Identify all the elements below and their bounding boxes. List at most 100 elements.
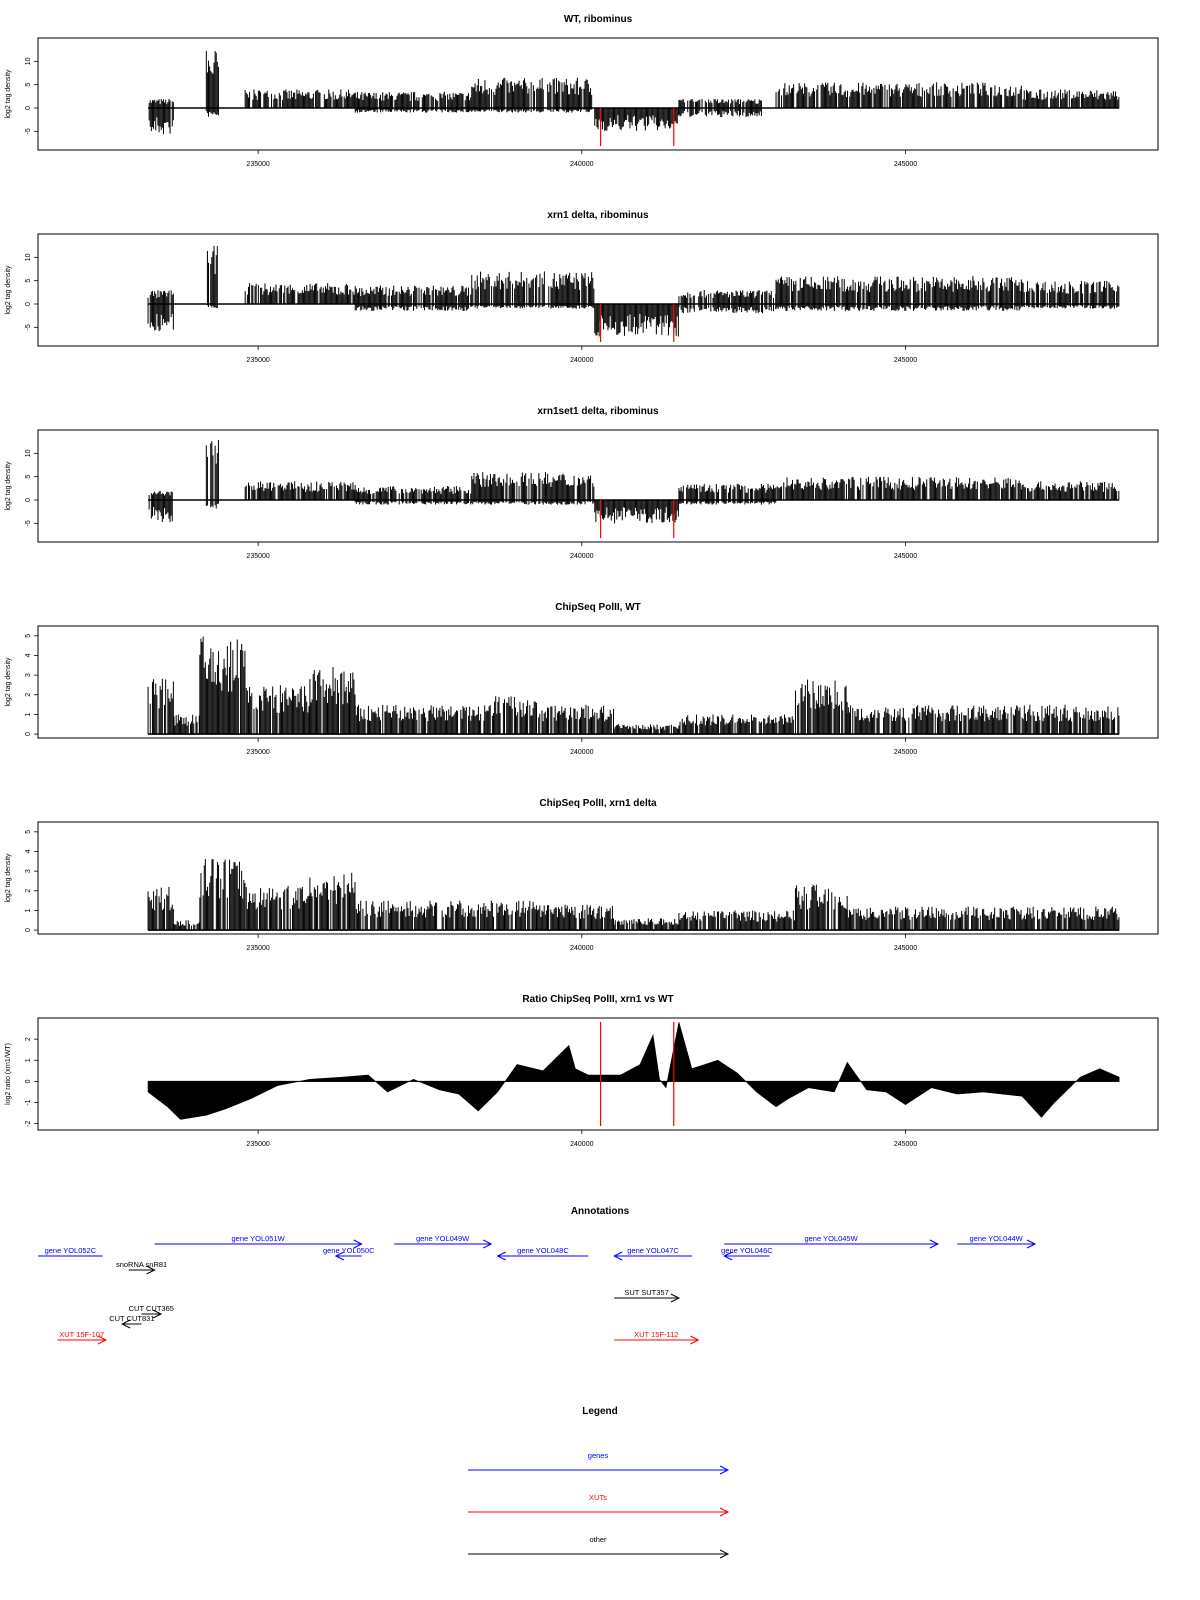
x-tick-label: 240000 <box>570 161 593 168</box>
y-tick-label: -5 <box>25 324 32 330</box>
y-tick-label: 5 <box>25 830 32 834</box>
feature-label: gene YOL044W <box>970 1234 1024 1243</box>
x-tick-label: 240000 <box>570 749 593 756</box>
annotation-feature: CUT CUT365 <box>129 1304 174 1319</box>
annotations-title: Annotations <box>571 1206 630 1217</box>
chart-title: xrn1set1 delta, ribominus <box>537 406 659 417</box>
feature-label: gene YOL049W <box>416 1234 470 1243</box>
y-axis-label: log2 tag density <box>5 265 12 315</box>
y-axis-label: log2 tag density <box>5 461 12 511</box>
x-tick-label: 245000 <box>894 553 917 560</box>
annotation-feature: XUT 15F-107 <box>57 1330 108 1345</box>
annotations-panel: Annotations gene YOL052C gene YOL051W gene … <box>38 1206 1037 1345</box>
x-tick-label: 235000 <box>246 553 269 560</box>
annotation-feature: gene YOL051W <box>154 1234 363 1249</box>
y-tick-label: 1 <box>25 908 32 912</box>
y-tick-label: 0 <box>25 1079 32 1083</box>
plot-frame <box>37 821 1159 935</box>
x-tick-label: 240000 <box>570 945 593 952</box>
arrow-left-icon <box>334 1251 345 1261</box>
feature-label: gene YOL047C <box>627 1246 679 1255</box>
feature-label: gene YOL050C <box>323 1246 375 1255</box>
chart-title: WT, ribominus <box>564 14 633 25</box>
y-tick-label: 0 <box>25 928 32 932</box>
y-axis-label: log2 tag density <box>5 657 12 707</box>
arrow-left-icon <box>723 1251 733 1261</box>
y-tick-label: 5 <box>25 83 32 87</box>
chart-title: ChipSeq PolII, xrn1 delta <box>539 798 657 809</box>
annotation-feature: gene YOL049W <box>394 1234 493 1249</box>
chart-panel-1: xrn1 delta, ribominus -5 0 5 10 log2 tag dens… <box>5 210 1159 364</box>
arrow-right-icon <box>719 1465 730 1475</box>
x-tick-label: 240000 <box>570 1141 593 1148</box>
annotation-feature: snoRNA snR81 <box>116 1260 167 1275</box>
x-tick-label: 245000 <box>894 161 917 168</box>
x-tick-label: 235000 <box>246 1141 269 1148</box>
arrow-right-icon <box>1026 1239 1037 1249</box>
y-tick-label: -5 <box>25 520 32 526</box>
annotation-feature: SUT SUT357 <box>614 1288 681 1303</box>
y-tick-label: 1 <box>25 1058 32 1062</box>
annotation-feature: gene YOL050C <box>323 1246 375 1261</box>
arrow-right-icon <box>353 1239 363 1249</box>
chart-panel-5: Ratio ChipSeq PolII, xrn1 vs WT -2 -1 0 1 2 lo… <box>5 994 1159 1148</box>
feature-label: gene YOL046C <box>721 1246 773 1255</box>
x-tick-label: 235000 <box>246 749 269 756</box>
plot-frame <box>37 625 1159 739</box>
feature-label: gene YOL048C <box>517 1246 569 1255</box>
annotation-feature: CUT CUT831 <box>109 1314 155 1329</box>
arrow-left-icon <box>613 1251 623 1261</box>
y-tick-label: 0 <box>25 732 32 736</box>
y-tick-label: 0 <box>25 498 32 502</box>
chart-title: xrn1 delta, ribominus <box>547 210 649 221</box>
plot-frame <box>37 233 1159 347</box>
y-tick-label: 10 <box>25 253 32 261</box>
x-tick-label: 240000 <box>570 357 593 364</box>
legend-label: XUTs <box>589 1493 607 1502</box>
annotation-feature: gene YOL046C <box>721 1246 773 1261</box>
arrow-right-icon <box>719 1549 730 1559</box>
arrow-right-icon <box>97 1335 108 1345</box>
y-axis-label: log2 tag density <box>5 853 12 903</box>
feature-label: gene YOL045W <box>804 1234 858 1243</box>
feature-label: SUT SUT357 <box>624 1288 668 1297</box>
plot-frame <box>37 429 1159 543</box>
x-tick-label: 235000 <box>246 161 269 168</box>
y-tick-label: 10 <box>25 449 32 457</box>
x-tick-label: 240000 <box>570 553 593 560</box>
x-tick-label: 235000 <box>246 357 269 364</box>
legend-title: Legend <box>582 1406 618 1417</box>
x-tick-label: 245000 <box>894 749 917 756</box>
y-tick-label: 1 <box>25 712 32 716</box>
chart-panel-4: ChipSeq PolII, xrn1 delta 0 1 2 3 4 5 log2 tag … <box>5 798 1159 952</box>
arrow-right-icon <box>146 1265 156 1275</box>
y-tick-label: -2 <box>25 1120 32 1126</box>
y-tick-label: 2 <box>25 889 32 893</box>
feature-label: CUT CUT365 <box>129 1304 174 1313</box>
y-tick-label: 10 <box>25 57 32 65</box>
y-tick-label: -5 <box>25 128 32 134</box>
arrow-left-icon <box>496 1251 506 1261</box>
plot-frame <box>37 1017 1159 1131</box>
y-tick-label: -1 <box>25 1099 32 1105</box>
chart-title: ChipSeq PolII, WT <box>555 602 641 613</box>
chart-panel-2: xrn1set1 delta, ribominus -5 0 5 10 log2 tag … <box>5 406 1159 560</box>
arrow-left-icon <box>121 1319 131 1329</box>
annotation-feature: gene YOL044W <box>957 1234 1037 1249</box>
arrow-right-icon <box>152 1309 163 1319</box>
arrow-right-icon <box>929 1239 940 1249</box>
legend-label: other <box>589 1535 607 1544</box>
y-tick-label: 4 <box>25 653 32 657</box>
x-tick-label: 245000 <box>894 357 917 364</box>
x-tick-label: 245000 <box>894 1141 917 1148</box>
y-tick-label: 0 <box>25 106 32 110</box>
x-tick-label: 245000 <box>894 945 917 952</box>
arrow-right-icon <box>690 1335 700 1345</box>
annotation-feature: gene YOL052C <box>38 1246 103 1257</box>
y-tick-label: 2 <box>25 693 32 697</box>
arrow-right-icon <box>482 1239 493 1249</box>
y-axis-label: log2 ratio (xrn1/WT) <box>5 1043 12 1105</box>
feature-label: XUT 15F-107 <box>59 1330 104 1339</box>
legend-label: genes <box>588 1451 609 1460</box>
